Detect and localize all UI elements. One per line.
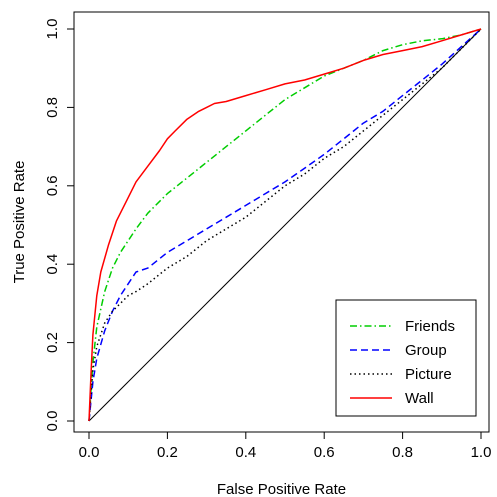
x-tick-label: 0.2 [157, 444, 178, 461]
y-tick-label: 0.4 [44, 254, 61, 275]
series-line-group [88, 28, 482, 422]
y-tick-label: 0.8 [44, 97, 61, 118]
x-tick-label: 0.6 [314, 444, 335, 461]
series-line-friends [88, 28, 482, 422]
reference-diagonal-line [88, 28, 482, 422]
y-axis-title: True Positive Rate [11, 161, 28, 284]
y-tick-label: 0.2 [44, 332, 61, 353]
legend-label-wall: Wall [405, 390, 434, 407]
axes: 0.0 0.2 0.4 0.6 0.8 1.0 0.0 0.2 0.4 0.6 0.8 1.0 [44, 11, 492, 461]
y-tick-label: 1.0 [44, 19, 61, 40]
legend-box [335, 299, 477, 417]
series-line-picture [88, 28, 482, 422]
legend-label-picture: Picture [405, 366, 452, 383]
x-tick-label: 0.8 [392, 444, 413, 461]
legend-label-group: Group [405, 342, 447, 359]
y-tick-label: 0.0 [44, 411, 61, 432]
legend-label-friends: Friends [405, 318, 455, 335]
x-tick-label: 1.0 [471, 444, 492, 461]
x-tick-label: 0.4 [235, 444, 256, 461]
legend: Friends Group Picture Wall [335, 299, 477, 417]
y-tick-label: 0.6 [44, 175, 61, 196]
x-tick-label: 0.0 [79, 444, 100, 461]
plot-area [88, 28, 482, 422]
series-line-wall [88, 28, 482, 422]
x-axis-title: False Positive Rate [217, 481, 346, 497]
